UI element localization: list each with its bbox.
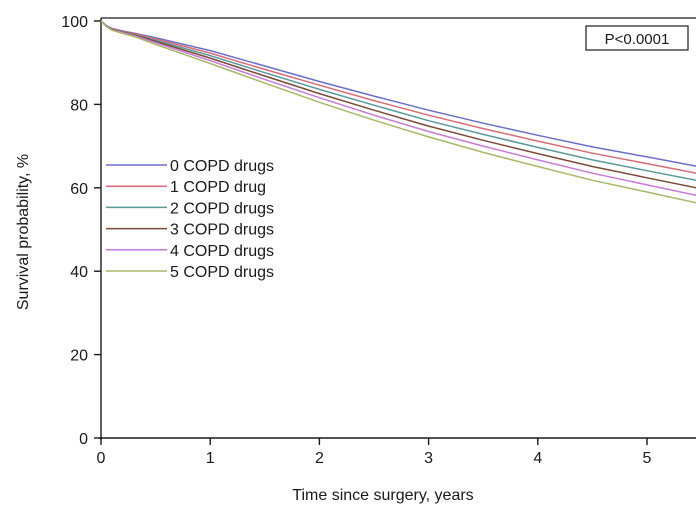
x-tick-label: 1 — [206, 450, 215, 467]
x-tick-label: 4 — [533, 450, 542, 467]
x-axis-title: Time since surgery, years — [292, 487, 473, 504]
p-value-text: P<0.0001 — [605, 31, 670, 48]
legend-label-3: 3 COPD drugs — [170, 222, 274, 239]
y-axis-title: Survival probability, % — [15, 154, 32, 310]
legend-label-4: 4 COPD drugs — [170, 243, 274, 260]
axes: 0 20 40 60 80 100 0 1 2 3 4 5 — [61, 14, 696, 467]
legend-label-5: 5 COPD drugs — [170, 264, 274, 281]
y-tick-label: 80 — [70, 97, 88, 114]
p-value-annotation: P<0.0001 — [585, 25, 689, 51]
y-tick-label: 0 — [79, 431, 88, 448]
series-line-5 — [100, 20, 696, 204]
x-tick-label: 0 — [97, 450, 106, 467]
series-lines — [100, 20, 696, 204]
y-tick-label: 40 — [70, 264, 88, 281]
legend: 0 COPD drugs 1 COPD drug 2 COPD drugs 3 COP… — [106, 158, 274, 281]
y-tick-label: 100 — [61, 14, 88, 31]
p-value-box — [585, 25, 689, 51]
legend-label-0: 0 COPD drugs — [170, 158, 274, 175]
x-tick-label: 5 — [643, 450, 652, 467]
y-tick-label: 20 — [70, 348, 88, 365]
y-tick-label: 60 — [70, 181, 88, 198]
x-tick-label: 3 — [424, 450, 433, 467]
x-tick-label: 2 — [315, 450, 324, 467]
legend-label-2: 2 COPD drugs — [170, 200, 274, 217]
legend-label-1: 1 COPD drug — [170, 179, 266, 196]
